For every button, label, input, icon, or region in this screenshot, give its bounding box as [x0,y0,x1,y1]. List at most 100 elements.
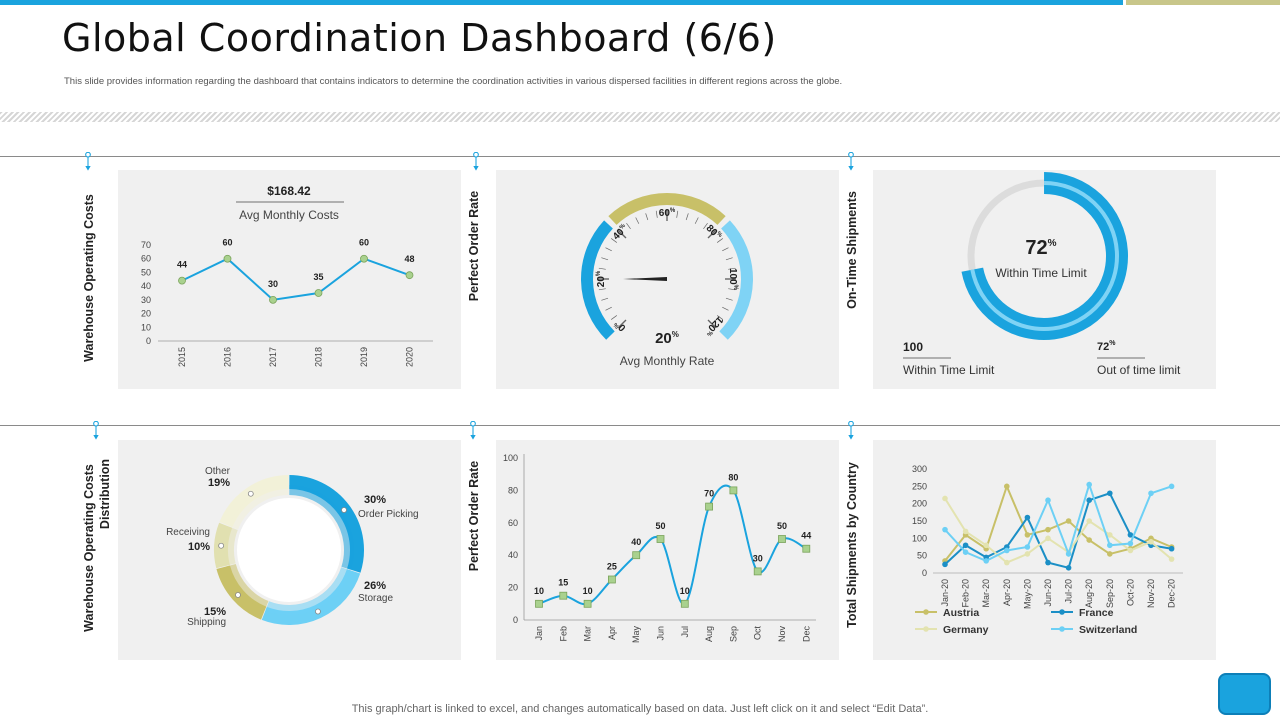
legend-marker [923,626,929,632]
series-line [944,481,1172,562]
x-tick-label: Jun-20 [1043,579,1053,607]
donut-hole [237,498,341,602]
section-marker-icon [473,152,479,171]
data-point [705,502,714,511]
gauge-tick [703,222,708,230]
gauge-tick [626,222,631,230]
x-tick-label: Sep-20 [1105,579,1115,608]
section-label-warehouse-costs: Warehouse Operating Costs [82,194,96,362]
slice-category-label: Shipping [187,617,226,628]
data-point [802,544,811,553]
slice-percent-label: 26% [364,580,386,592]
x-tick-label: Jul [680,626,690,638]
gauge-tick [694,217,699,224]
gauge-tick [617,319,627,329]
gauge-tick [645,213,649,221]
data-point [1065,551,1072,557]
y-tick-label: 10 [141,322,151,332]
x-tick-label: May-20 [1022,579,1032,609]
top-accent-bar-blue [0,0,1123,5]
y-tick-label: 40 [508,550,518,560]
gauge-tick [728,288,736,291]
gauge-tick [610,315,618,320]
data-label: 25 [607,562,617,572]
slice-marker [315,608,321,615]
data-label: 10 [680,586,690,596]
distribution-donut: 30% Order Picking 26%Storage 15%Shipping 10%… [166,466,419,628]
data-point [223,254,232,263]
corner-button[interactable] [1218,673,1271,715]
donut-remaining-slice [967,179,1044,271]
data-label: 80 [728,472,738,482]
legend-label: Germany [943,624,989,636]
on-time-label: Within Time Limit [995,266,1087,280]
section-label-perfect-order-rate: Perfect Order Rate [467,190,481,302]
gauge-tick [707,319,717,329]
x-tick-label: Sep [728,626,738,642]
data-label: 48 [404,254,414,264]
data-point [1086,518,1092,524]
slice-marker [218,542,225,549]
y-tick-label: 70 [141,240,151,250]
y-tick-label: 50 [141,267,151,277]
gauge-tick-label: 0% [612,317,628,333]
order-rate-line-chart: 0 20 40 60 80 100 Jan Feb Mar Apr May Jun Jul Aug Sep O… [503,453,816,643]
shipments-line-chart: 0 50 100 150 200 250 300 Jan-20 Feb-20 Mar-20 Apr-… [912,464,1183,636]
y-tick-label: 20 [508,583,518,593]
top-accent-bar-olive [1126,0,1280,5]
data-point [962,528,969,535]
gauge-label: Avg Monthly Rate [620,354,715,368]
data-point [729,486,738,495]
costs-kpi-label: Avg Monthly Costs [239,208,339,222]
y-tick-label: 150 [912,516,927,526]
data-point [942,495,948,502]
y-tick-label: 300 [912,464,927,474]
series-line [944,492,1172,570]
row-divider-bottom [0,425,1280,426]
series-line [944,497,1173,564]
data-point [1024,551,1031,557]
on-time-donut: 72% Within Time Limit 100 Within Time Li… [903,172,1181,377]
stat-within-value: 100 [903,340,923,354]
donut-inner-slice [265,567,351,615]
x-tick-label: 2016 [223,347,233,367]
data-point [1148,490,1154,497]
gauge-tick [707,229,717,239]
data-label: 70 [704,489,714,499]
gauge-tick [605,247,612,252]
x-tick-label: Jan [534,626,544,641]
section-marker-icon [93,421,99,440]
data-label: 35 [313,272,323,282]
x-tick-label: 2017 [268,347,278,367]
donut-inner-slice [224,526,238,566]
data-point [1045,497,1051,503]
data-point [1168,545,1175,552]
data-point [1065,565,1072,571]
section-label-perfect-order-rate-monthly: Perfect Order Rate [467,460,481,572]
y-tick-label: 100 [503,453,518,463]
legend-label: Austria [943,607,979,619]
donut-slice-highlight [970,181,1119,331]
data-point [1107,490,1113,497]
section-marker-icon [848,421,854,440]
section-label-shipments-by-country: Total Shipments by Country [845,462,859,628]
gauge-tick [635,217,640,224]
x-tick-label: Dec [801,626,811,643]
gauge-tick [725,257,733,261]
x-tick-label: 2020 [405,347,415,367]
y-tick-label: 0 [146,336,151,346]
y-tick-label: 20 [141,309,151,319]
data-point [1024,544,1031,550]
x-tick-label: Aug-20 [1084,579,1094,608]
x-tick-label: Oct [753,626,763,641]
gauge-tick [722,247,729,252]
slice-percent-label: 30% [364,494,386,506]
data-point [1004,483,1010,490]
data-point [1024,532,1031,538]
data-point [1107,551,1113,557]
data-label: 50 [655,521,665,531]
x-tick-label: 2018 [314,347,324,367]
data-point [1004,559,1010,566]
x-tick-label: Jun [656,626,666,641]
gauge-tick [722,306,729,311]
